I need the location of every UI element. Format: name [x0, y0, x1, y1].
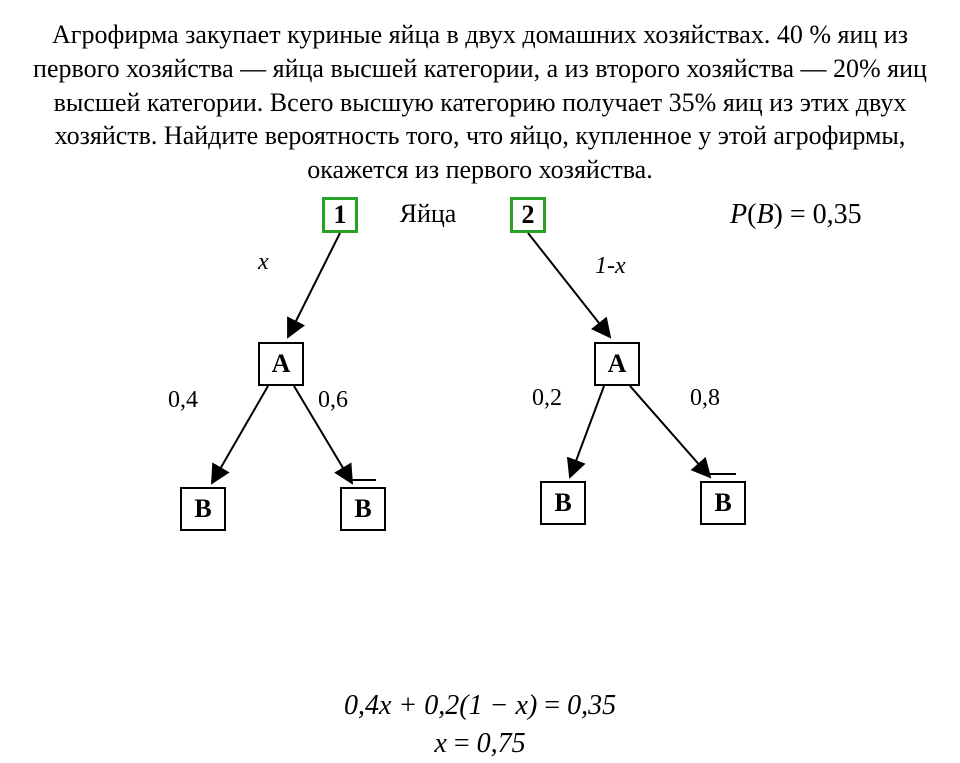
root-label: Яйца	[388, 199, 468, 229]
overbar-rr	[708, 473, 736, 475]
prob-1mx: 1-x	[595, 253, 626, 280]
arrows-layer	[0, 187, 960, 547]
node-A-right: А	[594, 342, 640, 386]
prob-08: 0,8	[690, 385, 720, 412]
prob-02: 0,2	[532, 385, 562, 412]
problem-statement: Агрофирма закупает куриные яйца в двух д…	[0, 0, 960, 187]
node-Bbar-rr: В	[700, 481, 746, 525]
source-1-label: 1	[334, 200, 347, 230]
source-2-label: 2	[522, 200, 535, 230]
overbar-lr	[348, 479, 376, 481]
prob-06: 0,6	[318, 387, 348, 414]
pb-equation: P(B) = 0,35	[730, 199, 862, 231]
equation-2: x = 0,75	[0, 725, 960, 763]
node-B-ll: В	[180, 487, 226, 531]
source-2-box: 2	[510, 197, 546, 233]
solution-equations: 0,4x + 0,2(1 − x) = 0,35 x = 0,75	[0, 687, 960, 763]
node-B-rl: В	[540, 481, 586, 525]
prob-04: 0,4	[168, 387, 198, 414]
prob-x: x	[258, 249, 269, 276]
tree-diagram: 1 Яйца 2 x 1-x А А 0,4 0,6 0,2 0,8 В В В…	[0, 187, 960, 687]
source-1-box: 1	[322, 197, 358, 233]
equation-1: 0,4x + 0,2(1 − x) = 0,35	[0, 687, 960, 725]
node-Bbar-lr: В	[340, 487, 386, 531]
node-A-left: А	[258, 342, 304, 386]
